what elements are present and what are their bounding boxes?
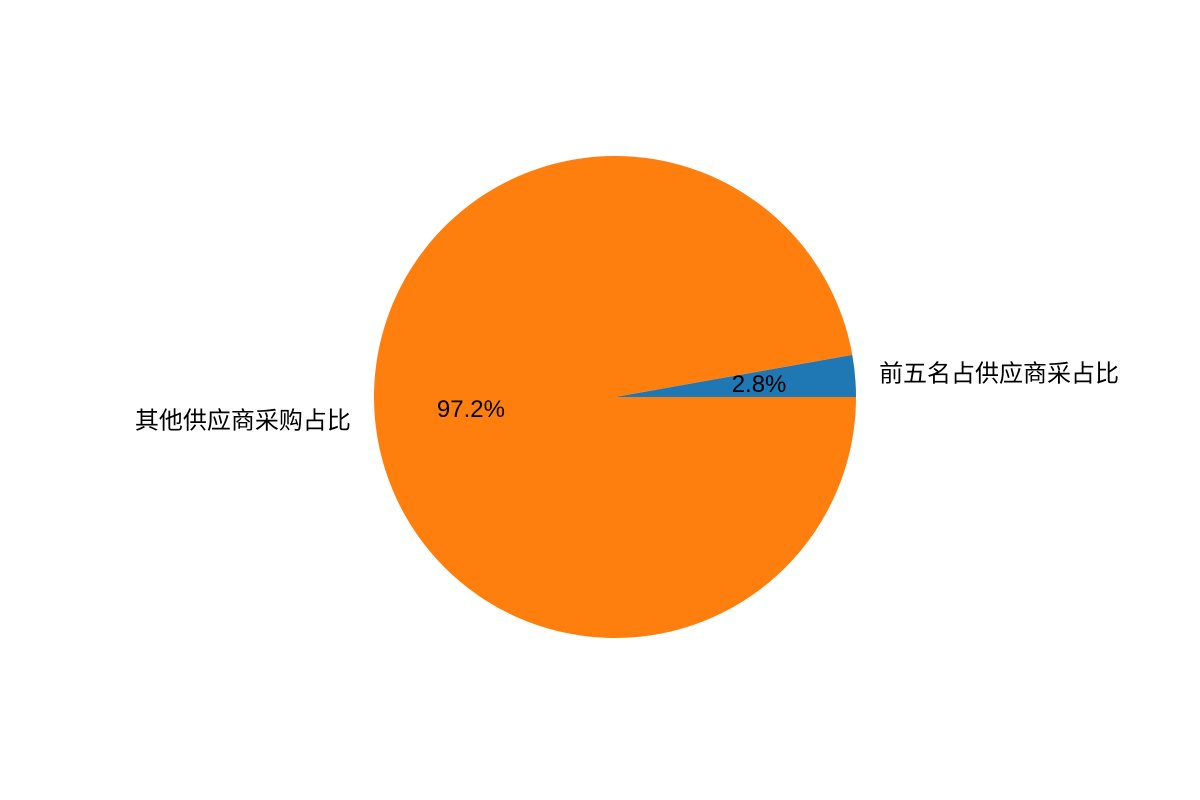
pie-slice-1	[374, 156, 856, 639]
pie-pct-label-1: 97.2%	[437, 396, 505, 423]
labels-layer: 2.8% 前五名占供应商采占比 97.2% 其他供应商采购占比	[135, 360, 1119, 435]
pie-slice-0	[615, 354, 856, 397]
pie-category-label-1: 其他供应商采购占比	[135, 406, 351, 434]
slices-layer	[374, 156, 856, 639]
pie-category-label-0: 前五名占供应商采占比	[879, 360, 1119, 388]
pie-pct-label-0: 2.8%	[732, 371, 787, 398]
